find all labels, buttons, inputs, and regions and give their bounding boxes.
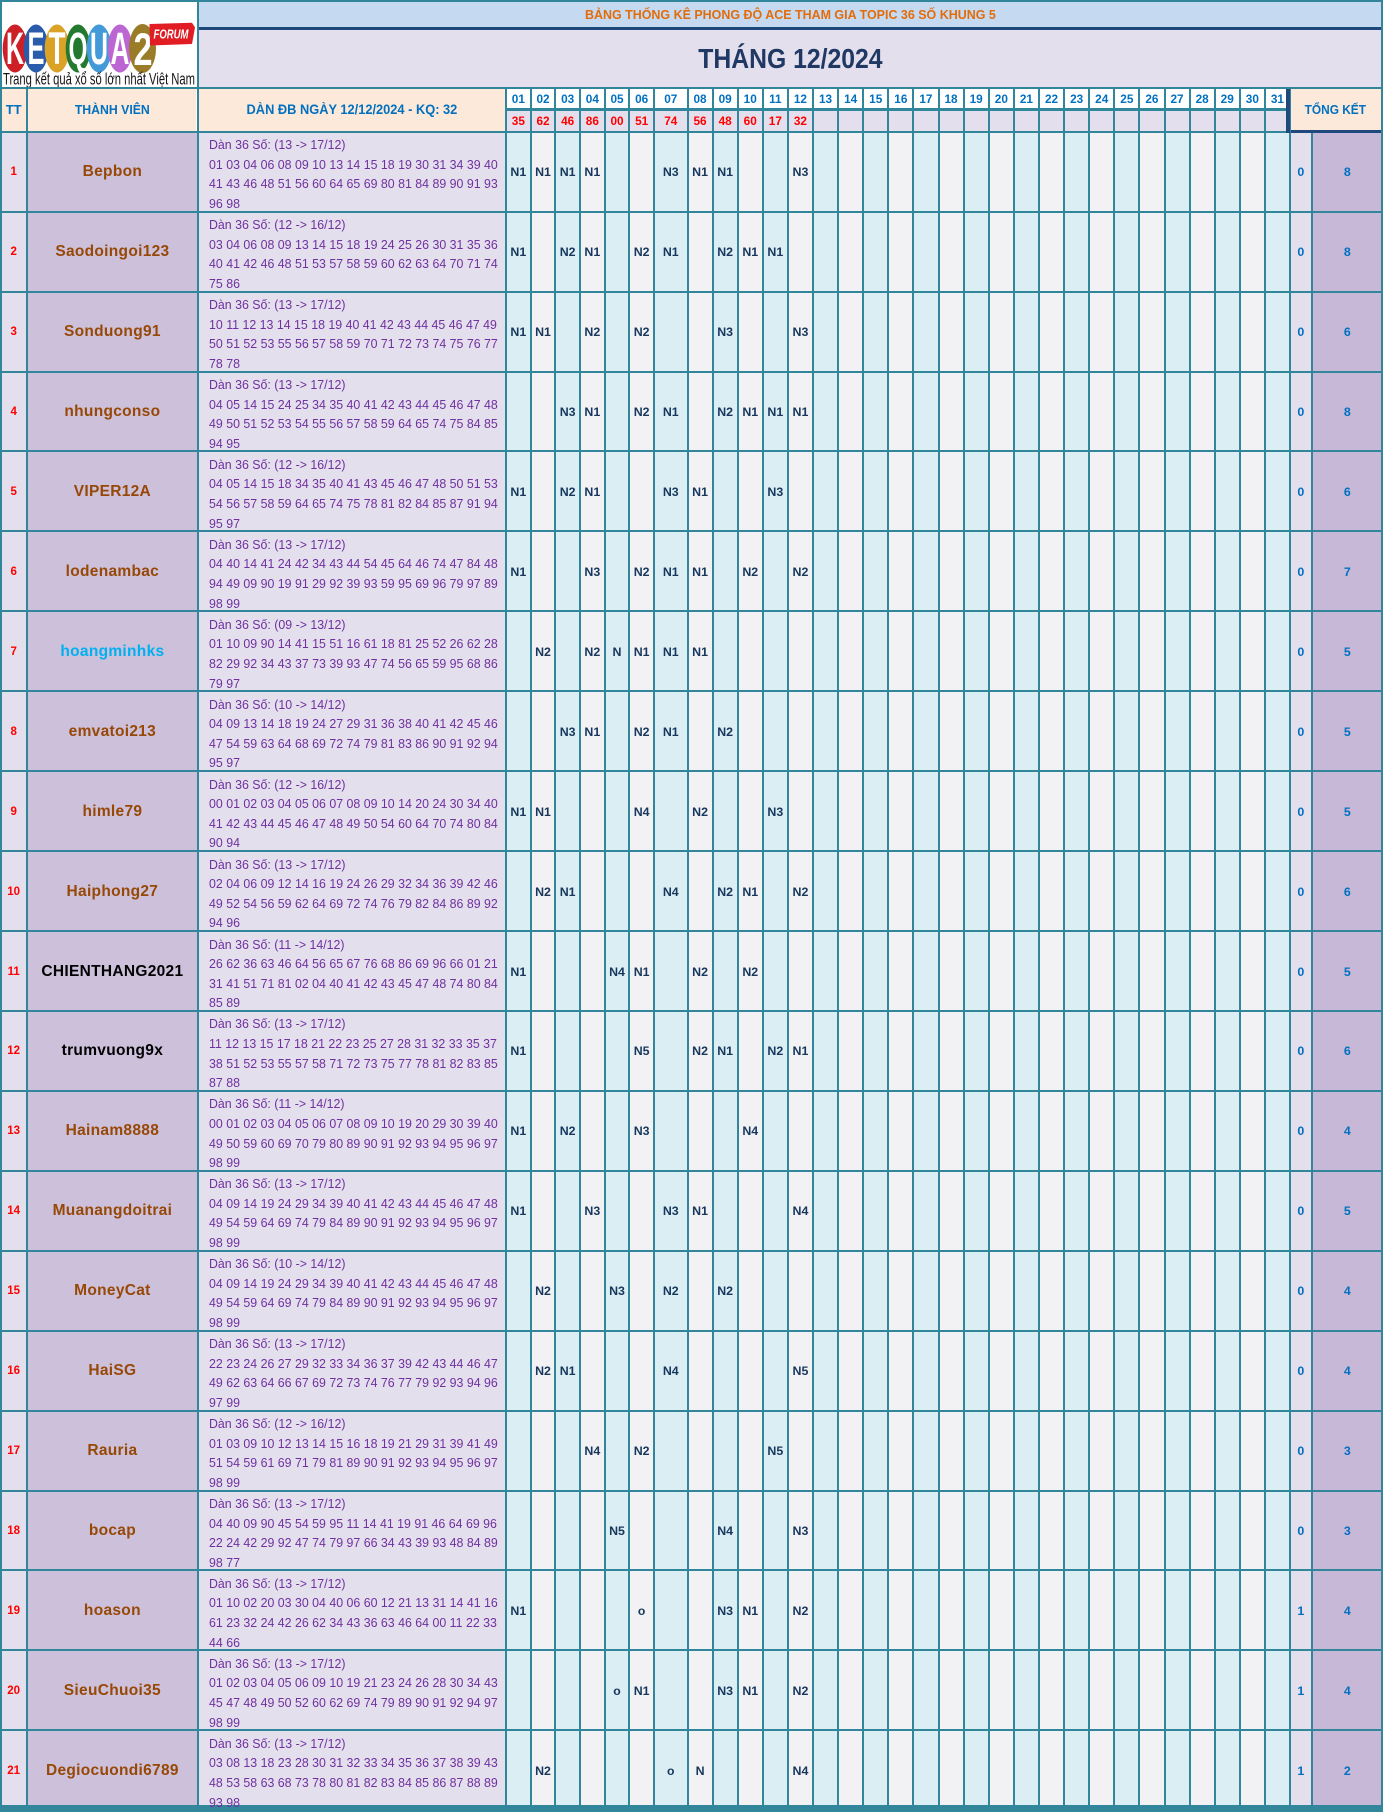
svg-text:A: A xyxy=(111,23,130,74)
svg-text:E: E xyxy=(28,23,45,74)
svg-text:U: U xyxy=(90,23,108,74)
svg-text:Q: Q xyxy=(69,23,88,74)
svg-text:FORUM: FORUM xyxy=(154,27,190,42)
svg-text:2: 2 xyxy=(134,24,153,75)
svg-text:T: T xyxy=(49,23,66,74)
svg-text:Trang kết quả xổ số lớn nhất V: Trang kết quả xổ số lớn nhất Việt Nam xyxy=(3,71,195,88)
svg-text:K: K xyxy=(6,23,24,74)
